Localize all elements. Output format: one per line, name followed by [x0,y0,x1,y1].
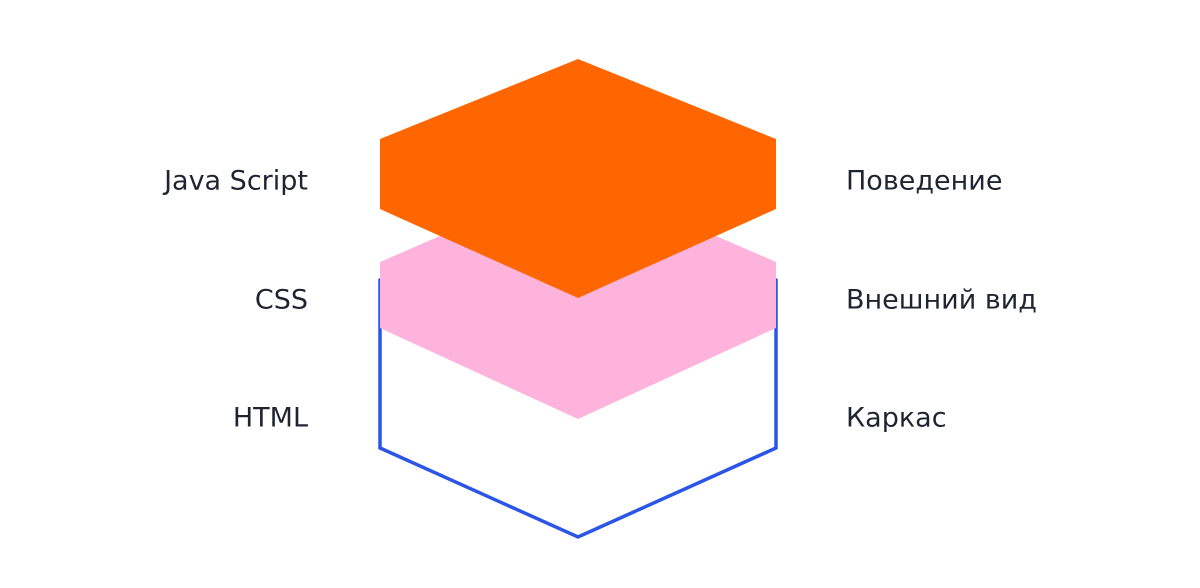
html-label: HTML [233,403,308,434]
skeleton-label: Каркас [846,403,947,434]
css-label: CSS [255,285,308,316]
javascript-label: Java Script [162,166,308,197]
appearance-label: Внешний вид [846,285,1037,316]
behavior-label: Поведение [846,166,1002,197]
